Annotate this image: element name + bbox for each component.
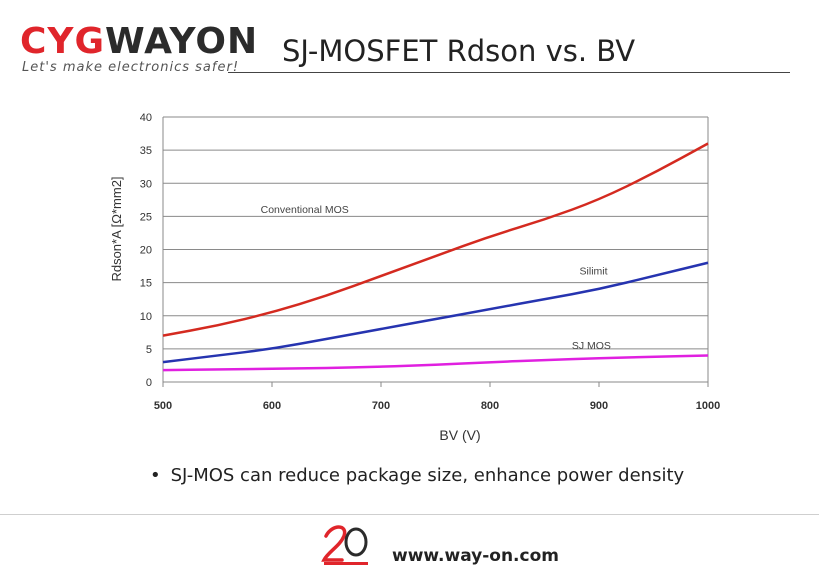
x-tick-label-1000: 1000 [696, 400, 720, 412]
y-tick-label-30: 30 [140, 178, 152, 190]
series-label-2: SJ MOS [572, 340, 611, 352]
bullet-text: SJ-MOS can reduce package size, enhance … [170, 465, 685, 486]
x-tick-label-700: 700 [372, 400, 390, 412]
logo-cyg-text: CYG [20, 21, 106, 62]
logo-wayon-text: WAYON [105, 21, 259, 62]
bullet-point: • SJ-MOS can reduce package size, enhance… [150, 465, 684, 486]
x-tick-label-800: 800 [481, 400, 499, 412]
y-tick-label-0: 0 [146, 377, 152, 389]
footer-divider [0, 514, 819, 515]
y-tick-label-15: 15 [140, 278, 152, 290]
y-tick-label-35: 35 [140, 145, 152, 157]
y-tick-label-10: 10 [140, 311, 152, 323]
slide-title: SJ-MOSFET Rdson vs. BV [282, 34, 636, 68]
y-tick-label-25: 25 [140, 211, 152, 223]
footer-website-url: www.way-on.com [392, 546, 559, 566]
x-tick-label-900: 900 [590, 400, 608, 412]
logo-tagline: Let's make electronics safer! [22, 60, 240, 75]
anniversary-logo-icon [321, 525, 368, 565]
y-axis-title: Rdson*A [Ω*mm2] [109, 176, 124, 281]
series-line-1 [162, 261, 709, 364]
series-line-0 [162, 142, 709, 337]
series-line-2 [162, 354, 709, 372]
y-tick-label-5: 5 [146, 344, 152, 356]
x-axis-title: BV (V) [439, 427, 480, 443]
title-underline [228, 72, 790, 73]
rdson-vs-bv-chart: 0 5 10 15 20 25 30 35 40 500 600 700 800 900 1000 BV (V… [109, 112, 720, 443]
bullet-dot: • [150, 465, 161, 486]
company-logo: CYGWAYON [20, 22, 258, 62]
x-tick-label-500: 500 [154, 400, 172, 412]
series-label-1: Silimit [580, 266, 608, 278]
y-tick-label-20: 20 [140, 245, 152, 257]
x-tick-label-600: 600 [263, 400, 281, 412]
series-label-0: Conventional MOS [261, 204, 349, 216]
y-tick-label-40: 40 [140, 112, 152, 124]
